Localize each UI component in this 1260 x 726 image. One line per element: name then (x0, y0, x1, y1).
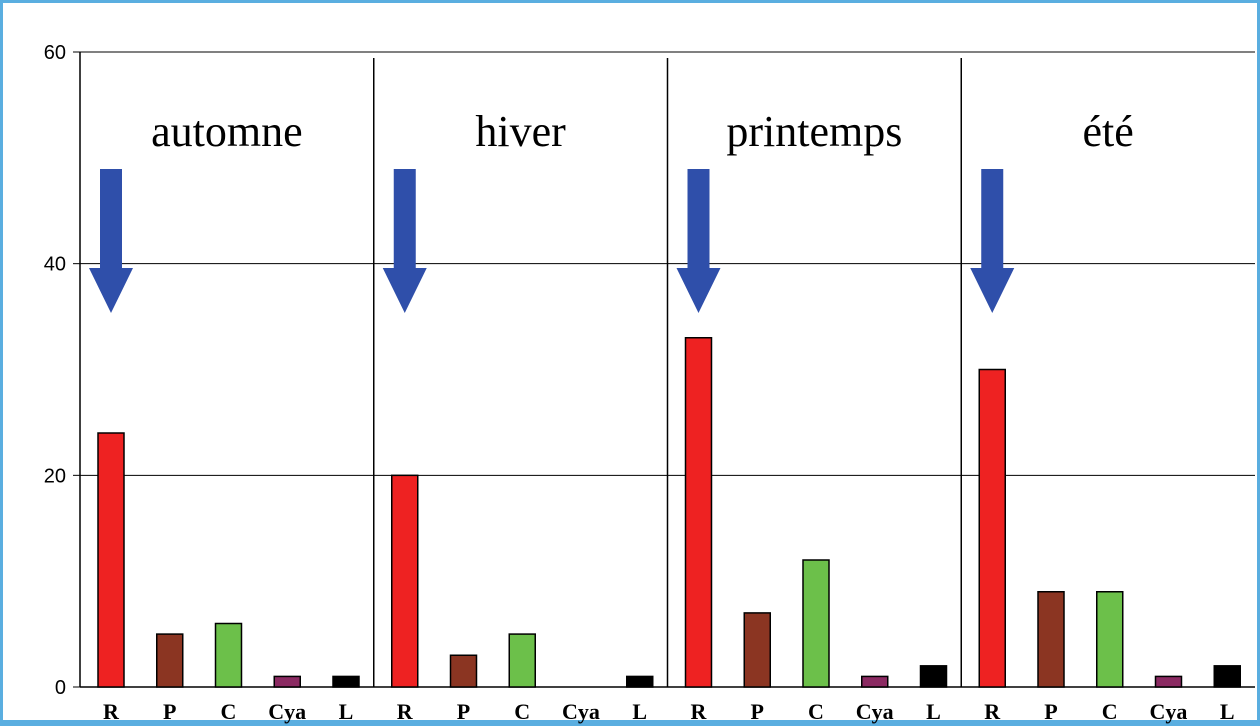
season-label-1: hiver (475, 107, 566, 156)
bar-p (156, 633, 184, 688)
bar-l (919, 665, 948, 688)
category-label: C (514, 699, 530, 724)
bar-l (1213, 665, 1241, 688)
bar-r (391, 474, 419, 688)
y-tick-label: 0 (55, 677, 66, 699)
down-arrow-icon (676, 169, 721, 313)
bar-cya (861, 675, 889, 688)
category-label: C (221, 699, 237, 724)
category-label: Cya (562, 699, 600, 724)
bar-c (1096, 591, 1124, 688)
category-label: R (103, 699, 120, 724)
category-label: P (751, 699, 764, 724)
category-label: P (163, 699, 176, 724)
bar-p (449, 654, 478, 688)
category-label: L (926, 699, 941, 724)
category-label: P (1044, 699, 1057, 724)
bar-r (97, 432, 125, 688)
bar-r (684, 337, 713, 688)
bar-p (743, 612, 771, 688)
category-label: L (1220, 699, 1235, 724)
category-label: Cya (268, 699, 306, 724)
category-label: C (1102, 699, 1118, 724)
bar-l (332, 675, 360, 688)
bar-c (802, 559, 830, 688)
category-label: L (339, 699, 354, 724)
bar-c (508, 633, 536, 688)
category-label: C (808, 699, 824, 724)
season-label-3: été (1082, 107, 1133, 156)
category-label: Cya (856, 699, 894, 724)
bar-c (214, 622, 243, 688)
y-tick-label: 20 (44, 465, 66, 487)
down-arrow-icon (970, 169, 1015, 313)
category-label: Cya (1150, 699, 1188, 724)
bar-p (1037, 591, 1065, 688)
y-tick-label: 60 (44, 42, 66, 64)
bar-r (978, 368, 1006, 688)
category-label: P (457, 699, 470, 724)
down-arrow-icon (89, 169, 133, 313)
category-label: R (397, 699, 414, 724)
bar-cya (273, 675, 301, 688)
down-arrow-icon (382, 169, 427, 313)
season-label-0: automne (151, 107, 303, 156)
category-label: R (691, 699, 708, 724)
category-label: L (632, 699, 647, 724)
category-label: R (984, 699, 1001, 724)
season-label-2: printemps (726, 107, 902, 156)
bar-l (626, 675, 654, 688)
y-tick-label: 40 (44, 254, 66, 276)
bar-cya (1154, 675, 1183, 688)
